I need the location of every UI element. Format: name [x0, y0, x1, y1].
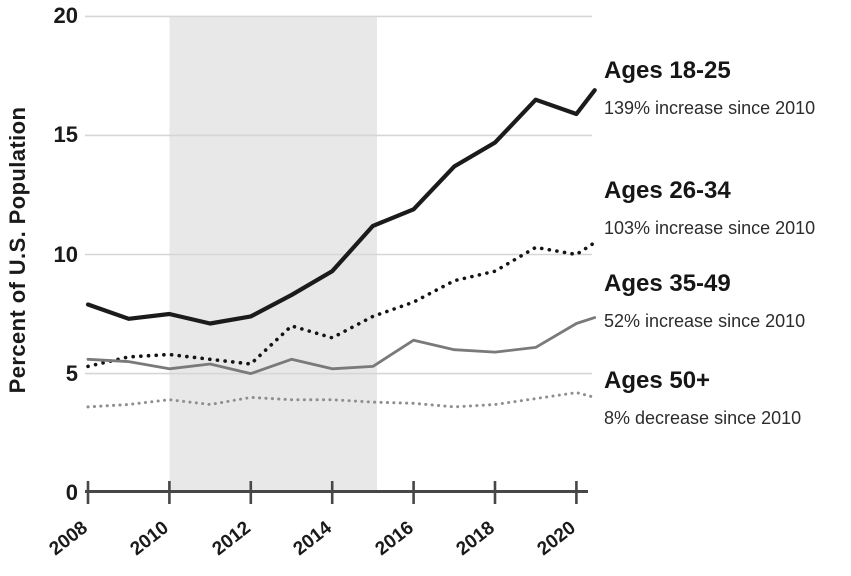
series-line-ages-50- — [86, 391, 597, 409]
y-tick-label-0: 0 — [65, 479, 78, 505]
legend-annotation: 8% decrease since 2010 — [604, 408, 802, 428]
legend-title: Ages 26-34 — [604, 177, 731, 204]
legend-annotation: 103% increase since 2010 — [604, 218, 816, 238]
y-tick-label-10: 10 — [53, 241, 78, 267]
legend-item-ages-26-34: Ages 26-34 103% increase since 2010 — [604, 177, 851, 238]
legend-title: Ages 18-25 — [604, 57, 731, 84]
y-tick-label-15: 15 — [53, 122, 78, 148]
legend-item-ages-35-49: Ages 35-49 52% increase since 2010 — [604, 270, 851, 331]
legend-annotation: 139% increase since 2010 — [604, 98, 816, 118]
legend-annotation: 52% increase since 2010 — [604, 311, 806, 331]
y-tick-label-5: 5 — [65, 360, 78, 386]
series-line-ages-26-34 — [86, 240, 597, 369]
legend-item-ages-18-25: Ages 18-25 139% increase since 2010 — [604, 57, 851, 118]
legend-title: Ages 50+ — [604, 367, 711, 394]
y-axis-title: Percent of U.S. Population — [5, 106, 30, 394]
legend-title: Ages 35-49 — [604, 270, 731, 297]
series-line-ages-18-25 — [85, 88, 597, 326]
y-tick-label-20: 20 — [53, 3, 78, 29]
legend-item-ages-50plus: Ages 50+ 8% decrease since 2010 — [604, 367, 851, 428]
series-line-ages-35-49 — [86, 316, 597, 376]
